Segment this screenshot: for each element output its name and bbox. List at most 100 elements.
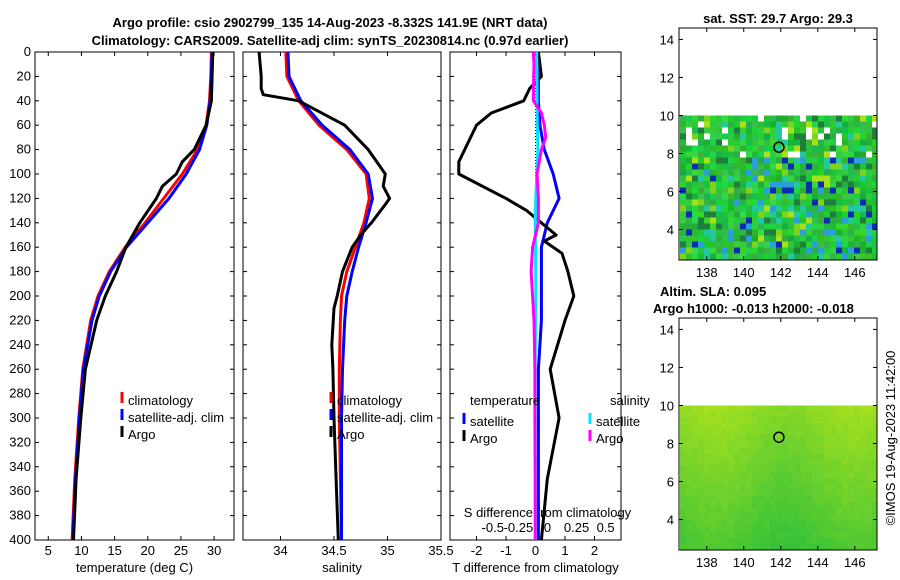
sst-map-cell — [866, 235, 872, 242]
sla-map-cell — [776, 423, 782, 430]
sst-map-cell — [806, 175, 812, 182]
sst-map-cell — [698, 115, 704, 122]
sst-map-cell — [794, 163, 800, 170]
sst-map-cell — [770, 247, 776, 254]
sst-map-cell — [782, 115, 788, 122]
sla-map-cell — [776, 417, 782, 424]
sst-map-cell — [818, 163, 824, 170]
sst-map-cell — [734, 193, 740, 200]
sst-map-cell — [806, 235, 812, 242]
sla-map-cell — [716, 537, 722, 544]
sst-map-cell — [776, 181, 782, 188]
sst-map-cell — [860, 229, 866, 236]
sst-map-cell — [728, 169, 734, 176]
sla-map-cell — [716, 411, 722, 418]
sst-map-cell — [734, 175, 740, 182]
sst-map-cell — [782, 151, 788, 158]
sst-map-cell — [746, 217, 752, 224]
sla-map-cell — [854, 519, 860, 526]
sla-map-cell — [860, 441, 866, 448]
sst-map-cell — [872, 175, 877, 182]
sst-map-cell — [860, 205, 866, 212]
sla-map-cell — [692, 459, 698, 466]
sla-map-cell — [692, 435, 698, 442]
sst-map-cell — [734, 235, 740, 242]
sst-map-cell — [746, 241, 752, 248]
sla-map-cell — [806, 435, 812, 442]
sst-map-cell — [692, 163, 698, 170]
sst-map-cell — [872, 151, 877, 158]
sst-map-cell — [698, 229, 704, 236]
sla-map-cell — [854, 411, 860, 418]
sst-map-cell — [704, 247, 710, 254]
sla-map-cell — [776, 513, 782, 520]
sla-map-title-line1: Altim. SLA: 0.095 — [660, 284, 766, 299]
sst-map-cell — [818, 175, 824, 182]
sst-map-cell — [728, 181, 734, 188]
sla-map-cell — [692, 405, 698, 412]
sst-map-cell — [692, 253, 698, 260]
sst-map-cell — [770, 229, 776, 236]
sla-map-cell — [776, 537, 782, 544]
sla-map-xtick-label: 142 — [770, 555, 792, 570]
sst-map-cell — [746, 181, 752, 188]
sla-map-cell — [728, 495, 734, 502]
sst-map-cell — [788, 175, 794, 182]
sst-map-cell — [788, 163, 794, 170]
sst-map-cell — [794, 169, 800, 176]
sst-map-cell — [782, 223, 788, 230]
sla-map-cell — [698, 459, 704, 466]
sla-map-cell — [722, 447, 728, 454]
sla-map-cell — [818, 531, 824, 538]
sst-map-cell — [728, 211, 734, 218]
temperature-xlabel: temperature (deg C) — [76, 560, 193, 575]
sla-map-cell — [860, 513, 866, 520]
sla-map-cell — [752, 483, 758, 490]
sst-map-cell — [836, 115, 842, 122]
sla-map-cell — [758, 495, 764, 502]
sst-map-cell — [794, 187, 800, 194]
sla-map-cell — [740, 501, 746, 508]
sst-map-cell — [800, 157, 806, 164]
sla-map-cell — [848, 441, 854, 448]
sst-map-cell — [836, 157, 842, 164]
sla-map-cell — [854, 471, 860, 478]
sla-map-cell — [776, 531, 782, 538]
sla-map-cell — [698, 453, 704, 460]
sst-map-cell — [812, 133, 818, 140]
sst-map-cell — [740, 175, 746, 182]
sst-map-cell — [752, 241, 758, 248]
sst-map-cell — [854, 175, 860, 182]
sla-map-cell — [854, 441, 860, 448]
sla-map-cell — [818, 447, 824, 454]
sst-map-cell — [836, 211, 842, 218]
sst-map-cell — [776, 157, 782, 164]
sla-map-cell — [716, 453, 722, 460]
sla-map-cell — [782, 411, 788, 418]
sla-map-cell — [806, 471, 812, 478]
sst-map-cell — [716, 163, 722, 170]
sla-map-cell — [734, 441, 740, 448]
sst-map-cell — [818, 187, 824, 194]
sla-map-cell — [812, 501, 818, 508]
sla-map-cell — [788, 477, 794, 484]
sla-map-cell — [842, 417, 848, 424]
sla-map-cell — [704, 513, 710, 520]
sst-map-cell — [812, 223, 818, 230]
sst-map-cell — [848, 253, 854, 260]
sst-map-cell — [758, 151, 764, 158]
sst-map-cell — [854, 181, 860, 188]
sla-map-cell — [734, 423, 740, 430]
sla-map-cell — [680, 495, 686, 502]
sst-map-cell — [692, 193, 698, 200]
sla-map-cell — [680, 447, 686, 454]
sla-map-cell — [836, 495, 842, 502]
sst-map-cell — [692, 217, 698, 224]
sla-map-cell — [824, 531, 830, 538]
sla-map-cell — [818, 519, 824, 526]
sst-map-cell — [734, 205, 740, 212]
sla-map-cell — [752, 471, 758, 478]
sst-map-cell — [866, 247, 872, 254]
sst-map-cell — [716, 211, 722, 218]
sst-map-cell — [842, 235, 848, 242]
